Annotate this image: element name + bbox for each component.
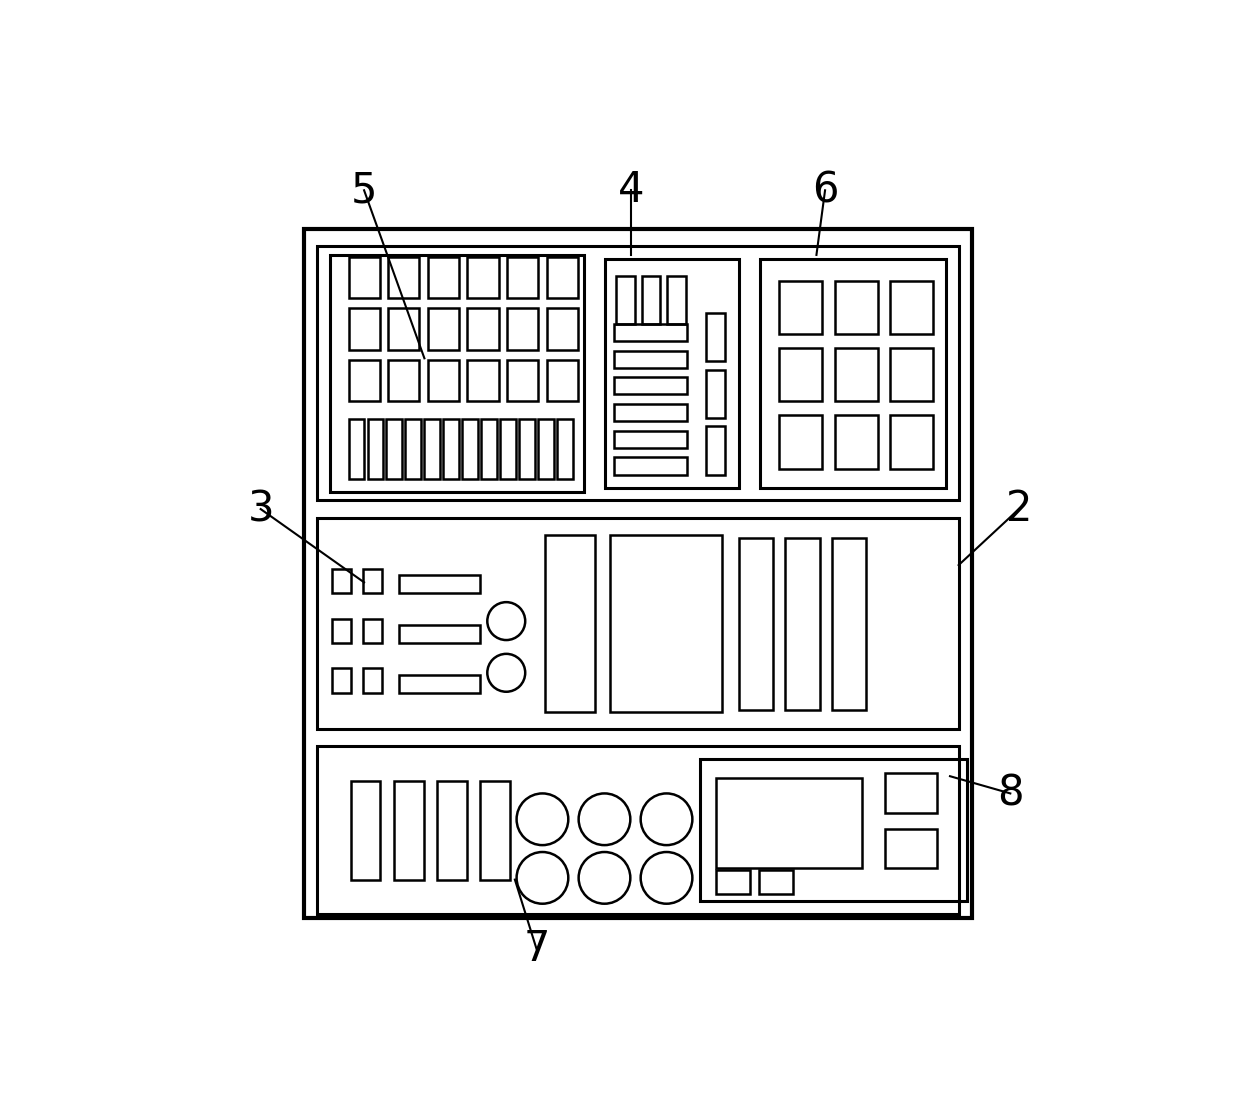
Bar [835, 415, 878, 469]
Bar [547, 256, 578, 298]
Bar [398, 676, 480, 693]
Bar [363, 568, 382, 593]
Text: 8: 8 [997, 772, 1024, 815]
Bar [889, 415, 932, 469]
Bar [614, 350, 687, 368]
Text: 3: 3 [247, 488, 274, 530]
Bar [835, 281, 878, 335]
Text: 5: 5 [351, 169, 377, 211]
Bar [363, 619, 382, 642]
Bar [351, 781, 381, 880]
Bar [428, 309, 459, 349]
Bar [706, 312, 725, 361]
Bar [546, 535, 595, 712]
Bar [388, 360, 419, 402]
Text: 6: 6 [812, 169, 838, 211]
Bar [438, 781, 466, 880]
Text: 4: 4 [618, 169, 645, 211]
Bar [885, 773, 937, 814]
Bar [332, 619, 351, 642]
Bar [715, 778, 862, 868]
Bar [614, 377, 687, 395]
Bar [398, 626, 480, 642]
Text: 2: 2 [1006, 488, 1032, 530]
Bar [780, 348, 822, 402]
Bar [614, 458, 687, 474]
Bar [467, 360, 498, 402]
Bar [330, 255, 584, 492]
Bar [348, 309, 379, 349]
Bar [538, 419, 553, 479]
Bar [428, 360, 459, 402]
Bar [405, 419, 420, 479]
Bar [667, 276, 686, 323]
Bar [467, 309, 498, 349]
Bar [428, 256, 459, 298]
Bar [835, 348, 878, 402]
Bar [557, 419, 573, 479]
Bar [388, 256, 419, 298]
Bar [610, 535, 722, 712]
Bar [388, 309, 419, 349]
Bar [398, 575, 480, 593]
Bar [304, 229, 971, 919]
Bar [641, 276, 661, 323]
Bar [885, 828, 937, 868]
Bar [424, 419, 440, 479]
Bar [363, 668, 382, 693]
Bar [759, 871, 794, 894]
Bar [332, 668, 351, 693]
Bar [367, 419, 383, 479]
Bar [614, 431, 687, 448]
Bar [481, 419, 497, 479]
Bar [780, 281, 822, 335]
Text: 7: 7 [523, 928, 549, 969]
Bar [889, 348, 932, 402]
Bar [463, 419, 477, 479]
Bar [614, 323, 687, 341]
Bar [739, 537, 774, 709]
Bar [706, 426, 725, 474]
Bar [547, 309, 578, 349]
Bar [701, 759, 967, 901]
Bar [760, 260, 946, 488]
Bar [507, 309, 538, 349]
Bar [444, 419, 459, 479]
Bar [547, 360, 578, 402]
Bar [507, 360, 538, 402]
Bar [387, 419, 402, 479]
Bar [715, 871, 750, 894]
Bar [316, 518, 959, 728]
Bar [348, 256, 379, 298]
Bar [467, 256, 498, 298]
Bar [520, 419, 534, 479]
Bar [614, 404, 687, 421]
Bar [348, 419, 365, 479]
Bar [500, 419, 516, 479]
Bar [616, 276, 635, 323]
Bar [889, 281, 932, 335]
Bar [480, 781, 510, 880]
Bar [832, 537, 866, 709]
Bar [316, 246, 959, 500]
Bar [394, 781, 424, 880]
Bar [785, 537, 820, 709]
Bar [348, 360, 379, 402]
Bar [507, 256, 538, 298]
Bar [605, 260, 739, 488]
Bar [780, 415, 822, 469]
Bar [316, 746, 959, 914]
Bar [332, 568, 351, 593]
Bar [706, 369, 725, 417]
